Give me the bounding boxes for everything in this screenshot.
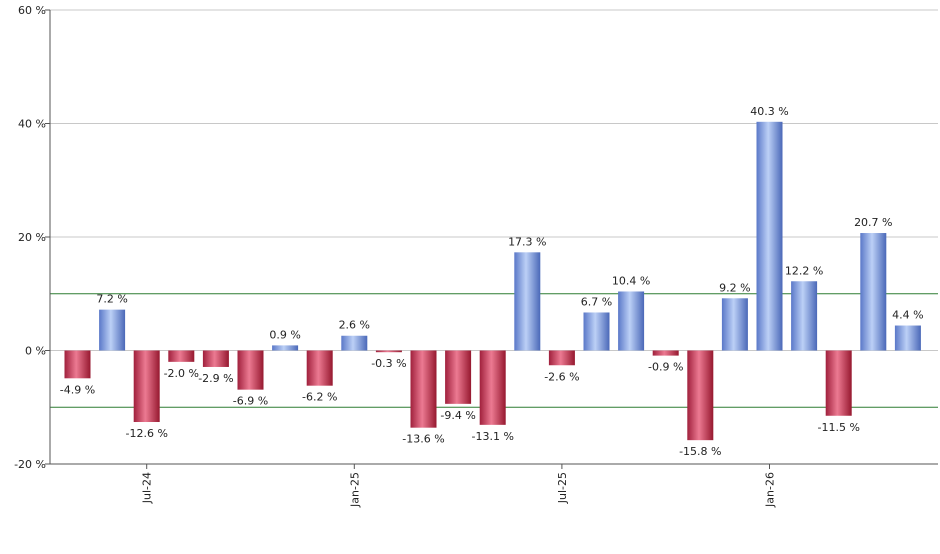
data-label: 7.2 % xyxy=(96,293,127,306)
bar-negative xyxy=(375,350,402,353)
data-label: 40.3 % xyxy=(750,105,788,118)
data-label: 0.9 % xyxy=(269,328,300,341)
bar-negative xyxy=(687,350,714,441)
x-tick-label: Jul-25 xyxy=(556,472,569,504)
data-label: -9.4 % xyxy=(440,409,475,422)
data-label: -6.2 % xyxy=(302,391,337,404)
bar-positive xyxy=(514,252,541,351)
bar-positive xyxy=(860,233,887,351)
data-label: -12.6 % xyxy=(125,427,167,440)
bar-positive xyxy=(791,281,818,351)
y-tick-label: -20 % xyxy=(14,458,46,471)
bar-positive xyxy=(99,309,126,351)
data-label: -13.1 % xyxy=(471,430,513,443)
data-label: -6.9 % xyxy=(233,395,268,408)
data-label: 2.6 % xyxy=(339,319,370,332)
bar-negative xyxy=(548,350,575,366)
x-tick-label: Jan-26 xyxy=(764,472,777,508)
axes: -20 % 0 % 20 % 40 % 60 % Jul-24 Jan-25 Jul-25 Ja… xyxy=(14,4,938,508)
y-tick-label: 40 % xyxy=(18,118,46,131)
bar-negative xyxy=(825,350,852,416)
data-label: 20.7 % xyxy=(854,216,892,229)
data-label: -2.6 % xyxy=(544,370,579,383)
bar-negative xyxy=(410,350,437,428)
y-tick-label: 0 % xyxy=(25,345,46,358)
x-tick-label: Jul-24 xyxy=(141,472,154,504)
bar-positive xyxy=(756,121,783,351)
data-label: -0.9 % xyxy=(648,361,683,374)
data-label: -2.9 % xyxy=(198,372,233,385)
data-labels: -4.9 % 7.2 % -12.6 % -2.0 % -2.9 %-6.9 % 0.9 … xyxy=(60,105,924,458)
bar-negative xyxy=(202,350,229,367)
data-label: 10.4 % xyxy=(612,274,650,287)
bar-positive xyxy=(618,291,645,351)
data-label: -0.3 % xyxy=(371,357,406,370)
bar-negative xyxy=(445,350,472,404)
data-label: -15.8 % xyxy=(679,445,721,458)
bars xyxy=(64,121,921,441)
bar-positive xyxy=(583,312,610,351)
y-tick-label: 60 % xyxy=(18,4,46,17)
bar-positive xyxy=(894,325,921,351)
bar-negative xyxy=(133,350,160,423)
bar-negative xyxy=(479,350,506,425)
bar-positive xyxy=(721,298,748,351)
data-label: 17.3 % xyxy=(508,235,546,248)
bar-positive xyxy=(341,335,368,351)
data-label: 6.7 % xyxy=(581,295,612,308)
data-label: -4.9 % xyxy=(60,383,95,396)
x-tick-label: Jan-25 xyxy=(348,472,361,508)
y-tick-label: 20 % xyxy=(18,231,46,244)
bar-negative xyxy=(64,350,91,379)
bar-negative xyxy=(306,350,333,386)
data-label: 12.2 % xyxy=(785,264,823,277)
data-label: 4.4 % xyxy=(892,309,923,322)
bar-negative xyxy=(652,350,679,356)
data-label: -11.5 % xyxy=(817,421,859,434)
data-label: 9.2 % xyxy=(719,281,750,294)
bar-negative xyxy=(237,350,264,390)
bar-positive xyxy=(272,345,299,351)
bar-negative xyxy=(168,350,195,362)
data-label: -13.6 % xyxy=(402,433,444,446)
data-label: -2.0 % xyxy=(164,367,199,380)
